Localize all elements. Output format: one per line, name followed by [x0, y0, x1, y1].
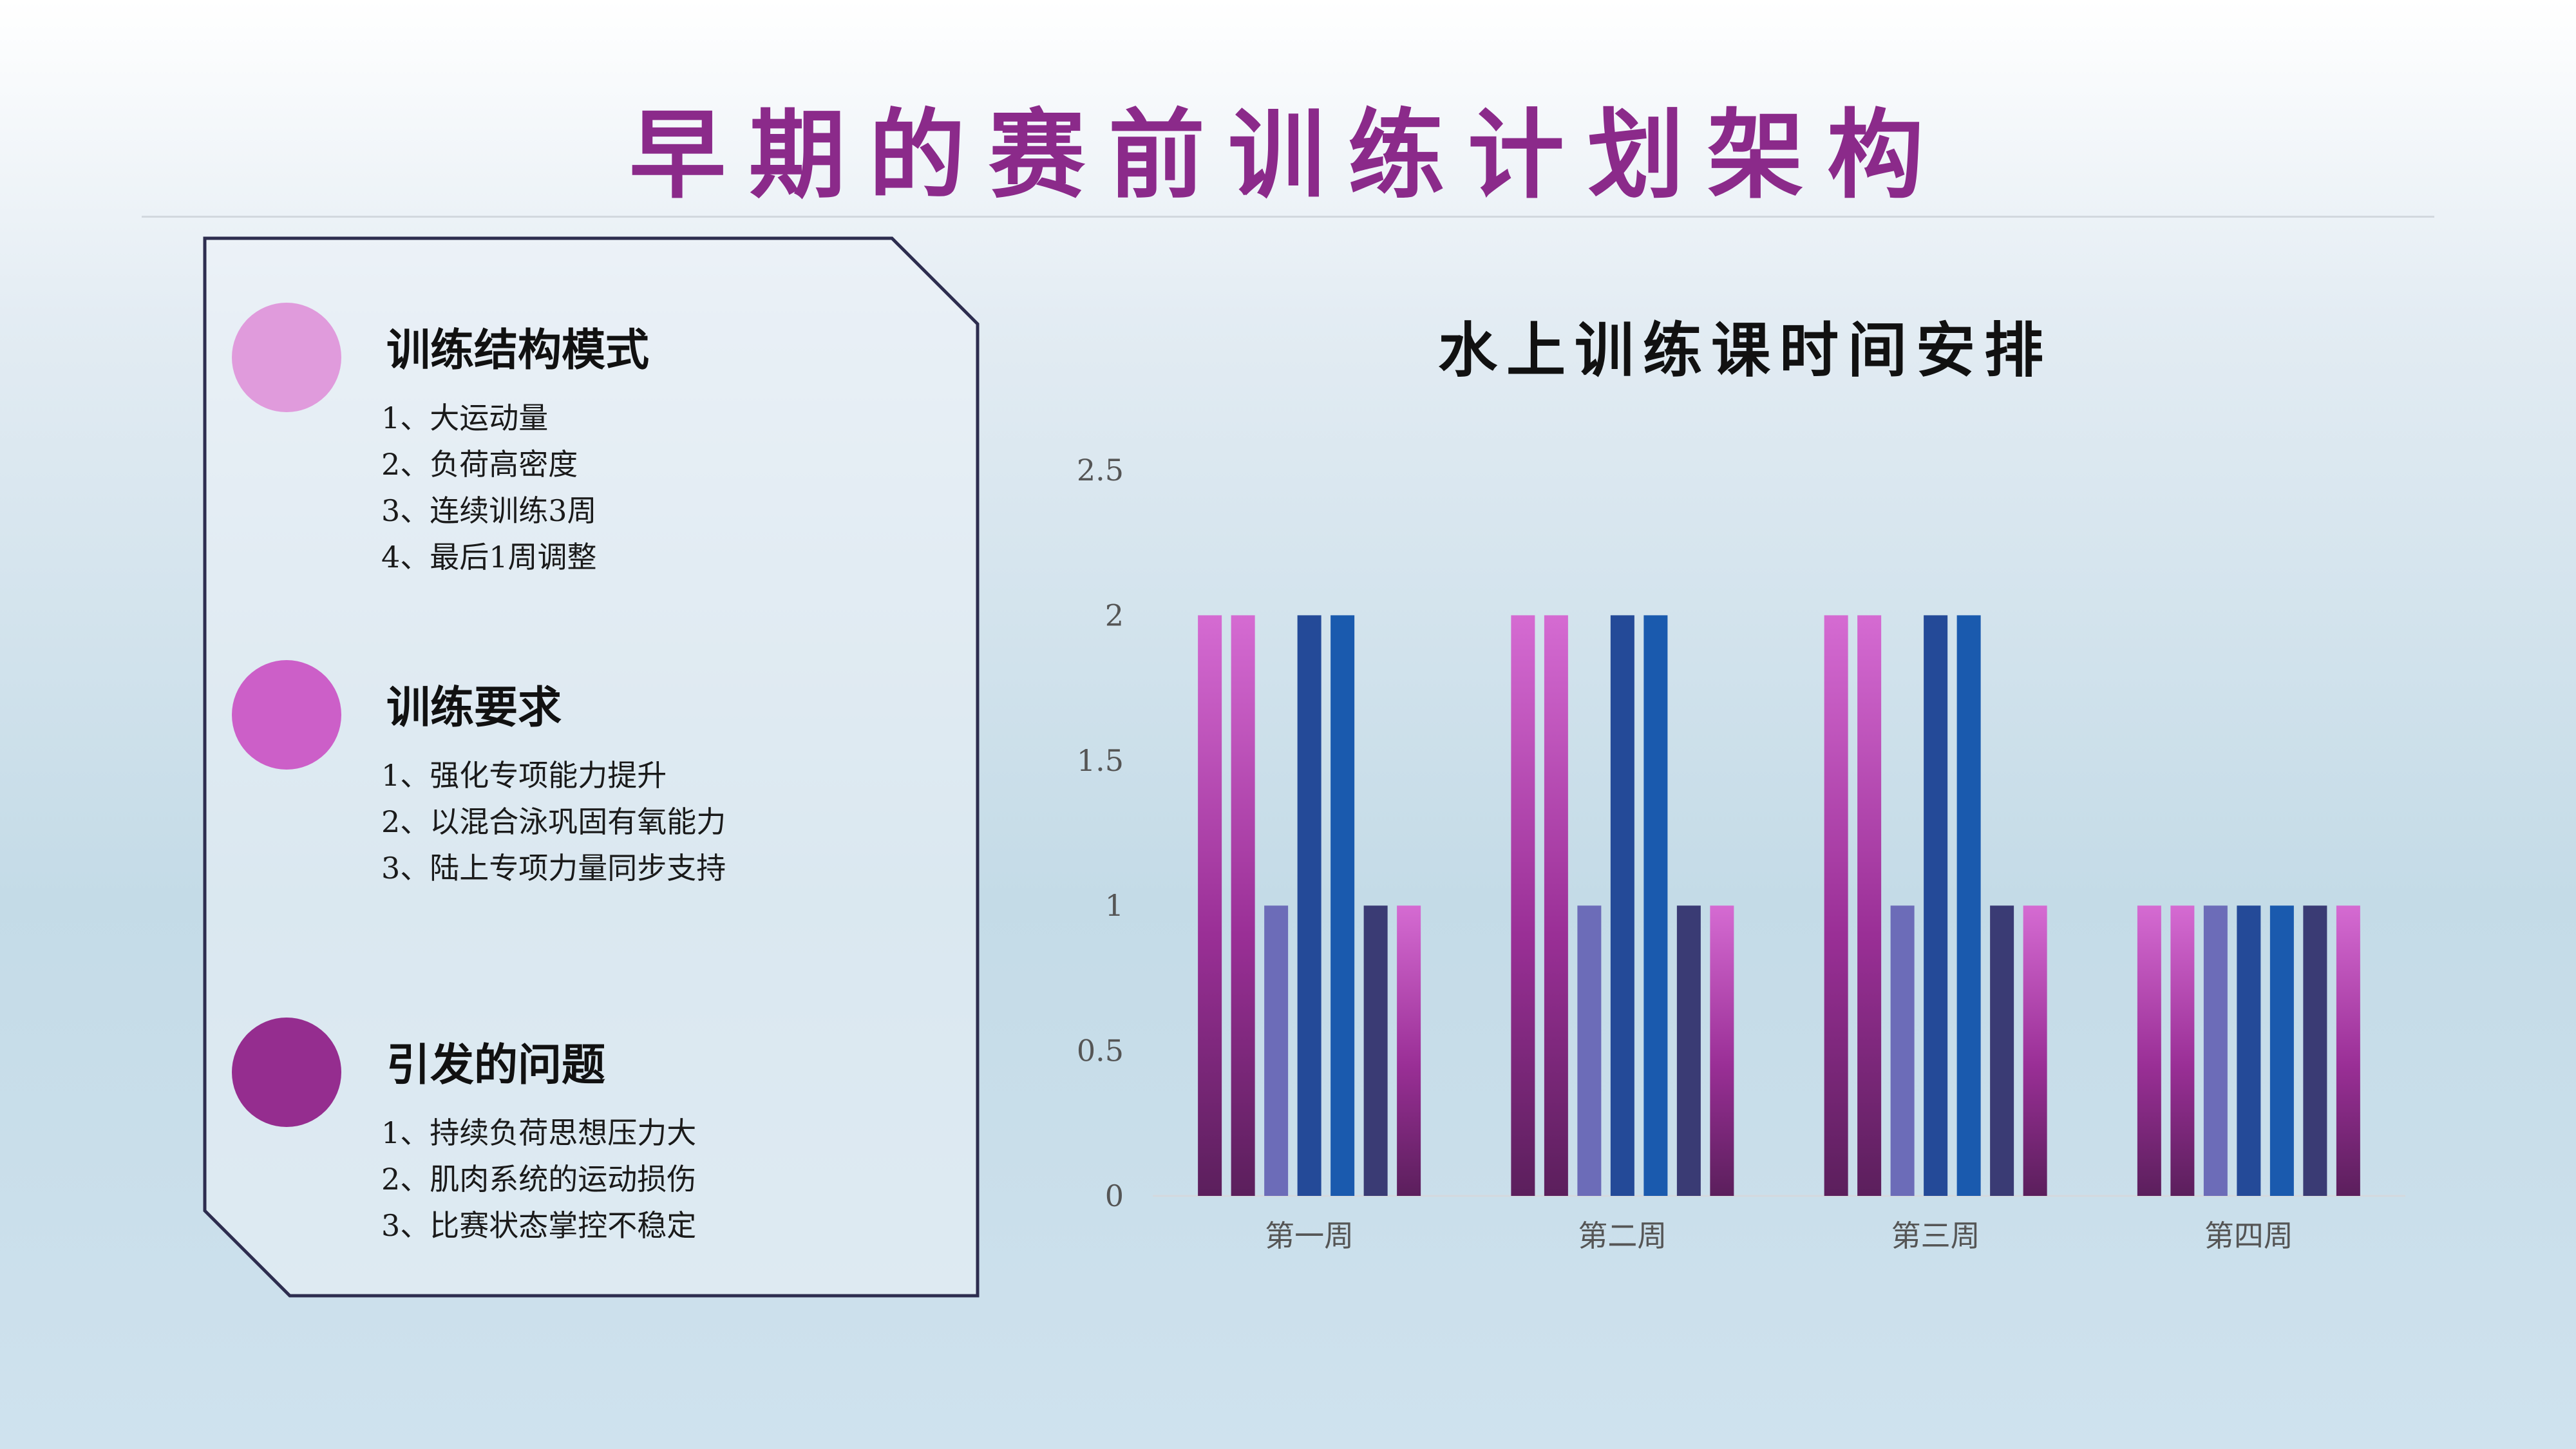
bar-4-series-1	[2137, 905, 2161, 1196]
bar-1-series-4	[1297, 615, 1321, 1196]
bar-1-series-1	[1198, 615, 1222, 1196]
section-item: 2、负荷高密度	[381, 447, 578, 482]
section-item-list: 1、持续负荷思想压力大 2、肌肉系统的运动损伤 3、比赛状态掌控不稳定	[381, 1110, 696, 1249]
bar-2-series-7	[1710, 905, 1734, 1196]
section-heading: 训练结构模式	[386, 325, 650, 376]
bar-3-series-4	[1924, 615, 1948, 1196]
section-item: 1、强化专项能力提升	[381, 758, 667, 793]
bar-4-series-4	[2237, 905, 2261, 1196]
bar-1-series-7	[1397, 905, 1421, 1196]
x-category-label: 第二周	[1578, 1218, 1667, 1253]
bar-1-series-5	[1331, 615, 1355, 1196]
bar-4-series-5	[2269, 905, 2294, 1196]
x-category-label: 第一周	[1265, 1218, 1354, 1253]
section-bullet-circle	[232, 1018, 341, 1127]
section-bullet-circle	[232, 303, 341, 412]
section-item-list: 1、大运动量 2、负荷高密度 3、连续训练3周 4、最后1周调整	[381, 395, 597, 580]
bar-4-series-6	[2303, 905, 2327, 1196]
bar-3-series-5	[1956, 615, 1981, 1196]
chart-title: 水上训练课时间安排	[1437, 316, 2052, 385]
bar-3-series-6	[1990, 905, 2014, 1196]
y-tick-label: 0	[1105, 1179, 1124, 1213]
bar-2-series-5	[1643, 615, 1668, 1196]
section-item-list: 1、强化专项能力提升 2、以混合泳巩固有氧能力 3、陆上专项力量同步支持	[381, 752, 726, 891]
bar-2-series-3	[1577, 905, 1602, 1196]
page-title: 早期的赛前训练计划架构	[629, 99, 1947, 212]
section-item: 2、以混合泳巩固有氧能力	[381, 804, 726, 839]
bar-1-series-2	[1231, 615, 1255, 1196]
y-tick-label: 1.5	[1077, 743, 1124, 778]
bar-1-series-3	[1264, 905, 1289, 1196]
section-item: 1、大运动量	[381, 401, 549, 435]
y-tick-label: 1	[1105, 888, 1124, 923]
bar-3-series-1	[1824, 615, 1848, 1196]
bar-2-series-1	[1511, 615, 1535, 1196]
x-category-label: 第三周	[1891, 1218, 1980, 1253]
title-divider	[142, 216, 2434, 218]
section-item: 1、持续负荷思想压力大	[381, 1115, 697, 1150]
bar-2-series-6	[1676, 905, 1701, 1196]
section-item: 4、最后1周调整	[381, 540, 597, 574]
section-heading: 训练要求	[386, 682, 562, 734]
bar-1-series-6	[1363, 905, 1388, 1196]
bar-3-series-7	[2023, 905, 2047, 1196]
bar-2-series-4	[1610, 615, 1634, 1196]
section-bullet-circle	[232, 660, 341, 770]
y-tick-label: 2	[1105, 598, 1124, 632]
bar-2-series-2	[1544, 615, 1568, 1196]
section-item: 2、肌肉系统的运动损伤	[381, 1162, 697, 1197]
bar-4-series-2	[2170, 905, 2195, 1196]
y-tick-label: 2.5	[1077, 453, 1124, 488]
bar-4-series-7	[2336, 905, 2360, 1196]
bar-3-series-3	[1890, 905, 1915, 1196]
section-item: 3、连续训练3周	[381, 493, 597, 528]
section-heading: 引发的问题	[386, 1039, 606, 1091]
y-tick-label: 0.5	[1077, 1034, 1124, 1068]
bar-4-series-3	[2203, 905, 2228, 1196]
section-item: 3、陆上专项力量同步支持	[381, 851, 726, 886]
bar-3-series-2	[1857, 615, 1882, 1196]
x-category-label: 第四周	[2204, 1218, 2293, 1253]
section-item: 3、比赛状态掌控不稳定	[381, 1208, 697, 1243]
